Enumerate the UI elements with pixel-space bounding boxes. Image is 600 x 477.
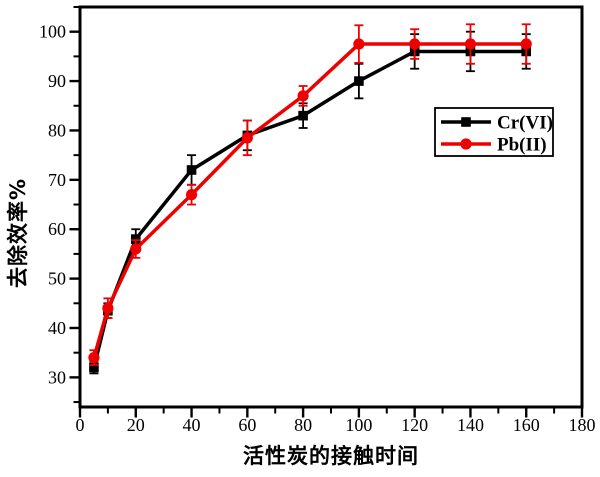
x-tick-label: 0 bbox=[76, 415, 85, 435]
cr-vi-markers bbox=[89, 46, 532, 373]
x-tick-label: 120 bbox=[401, 415, 428, 435]
legend-label-cr-vi: Cr(VI) bbox=[497, 113, 553, 134]
x-tick-label: 60 bbox=[238, 415, 256, 435]
x-tick-label: 180 bbox=[569, 415, 596, 435]
x-tick-label: 160 bbox=[513, 415, 540, 435]
pb-ii-marker bbox=[464, 38, 477, 50]
cr-vi-line bbox=[92, 49, 527, 368]
pb-ii-marker bbox=[409, 38, 421, 50]
pb-ii-markers bbox=[88, 38, 532, 364]
x-tick-label: 140 bbox=[457, 415, 484, 435]
pb-ii-marker bbox=[185, 189, 198, 201]
pb-ii-marker bbox=[130, 243, 142, 255]
y-tick-label: 80 bbox=[48, 120, 66, 140]
cr-vi-marker bbox=[89, 362, 99, 373]
y-tick-label: 90 bbox=[48, 71, 66, 91]
pb-ii-marker bbox=[241, 132, 253, 144]
plot-frame bbox=[78, 5, 584, 409]
cr-vi-marker bbox=[186, 165, 197, 175]
x-tick-label: 20 bbox=[127, 415, 145, 435]
y-axis-title: 去除效率% bbox=[6, 177, 30, 289]
pb-ii-marker bbox=[88, 352, 100, 364]
legend-label-pb-ii: Pb(II) bbox=[497, 135, 547, 156]
y-tick-label: 40 bbox=[48, 318, 66, 338]
y-tick-label: 100 bbox=[39, 22, 66, 42]
y-tick-label: 30 bbox=[48, 367, 66, 387]
legend-marker-pb-ii bbox=[460, 138, 472, 150]
y-tick-label: 70 bbox=[48, 170, 66, 190]
x-tick-label: 80 bbox=[294, 415, 312, 435]
pb-ii-error-bars bbox=[89, 23, 531, 366]
x-tick-label: 100 bbox=[345, 415, 372, 435]
x-axis-title: 活性炭的接触时间 bbox=[243, 444, 419, 468]
cr-vi-marker bbox=[130, 234, 141, 244]
pb-ii-marker bbox=[353, 38, 365, 50]
cr-vi-error-bars bbox=[89, 30, 531, 375]
cr-vi-marker bbox=[298, 110, 308, 121]
y-tick-label: 50 bbox=[48, 269, 66, 289]
y-tick-label: 60 bbox=[48, 219, 66, 239]
x-tick-label: 40 bbox=[183, 415, 201, 435]
pb-ii-line bbox=[92, 42, 527, 359]
pb-ii-marker bbox=[102, 302, 114, 314]
cr-vi-marker bbox=[354, 76, 364, 86]
pb-ii-marker bbox=[520, 38, 532, 50]
legend-marker-cr-vi bbox=[461, 117, 471, 127]
legend-box bbox=[434, 107, 554, 157]
pb-ii-marker bbox=[297, 90, 309, 102]
